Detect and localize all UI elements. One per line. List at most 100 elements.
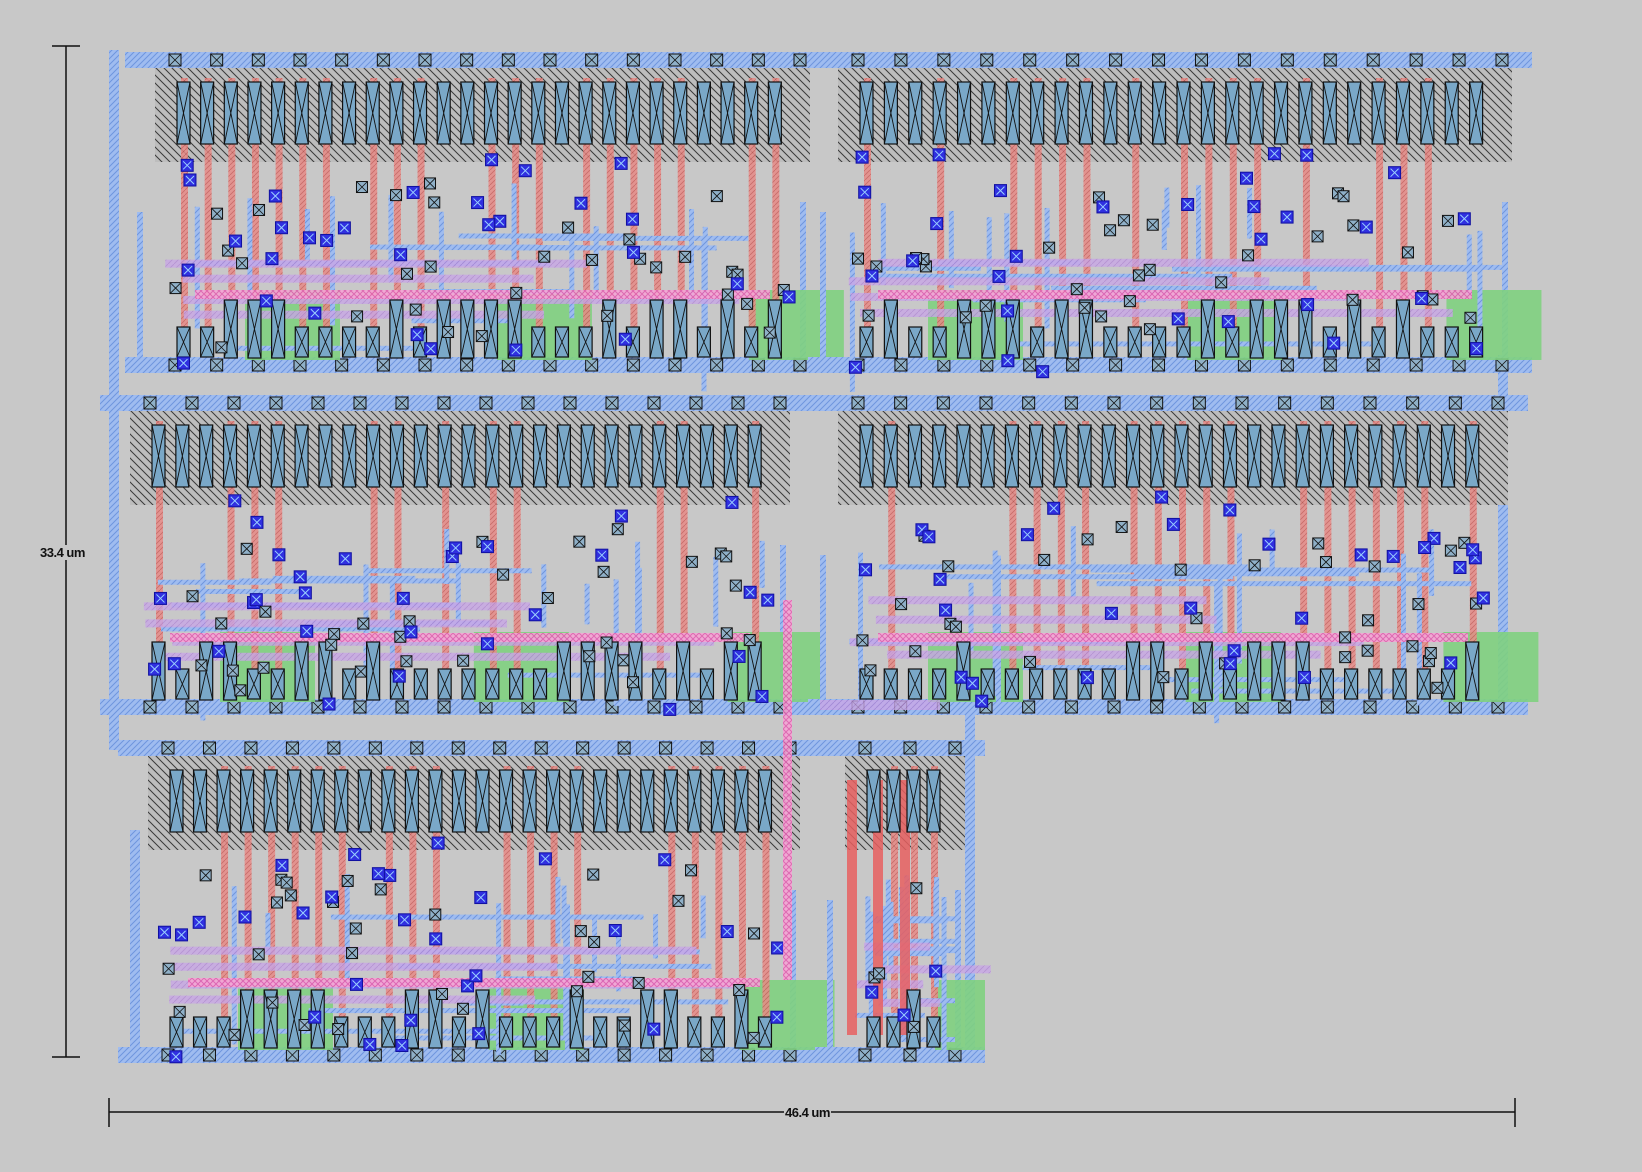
- contact: [1107, 700, 1121, 714]
- contact: [501, 358, 515, 372]
- poly-gate: [630, 78, 638, 341]
- contact: [1280, 358, 1294, 372]
- contact: [451, 741, 465, 755]
- contact: [1363, 396, 1377, 410]
- contact: [1192, 700, 1206, 714]
- transistor: [271, 299, 286, 359]
- contact: [210, 53, 224, 67]
- contact: [1278, 700, 1292, 714]
- contact: [1192, 396, 1206, 410]
- via: [1155, 490, 1169, 504]
- vdd-rail: [808, 52, 1532, 68]
- transistor: [1273, 299, 1289, 359]
- contact: [1363, 700, 1377, 714]
- contact: [1038, 553, 1051, 566]
- transistor: [1247, 641, 1262, 701]
- via: [922, 530, 936, 544]
- transistor: [1416, 424, 1431, 488]
- via: [1476, 591, 1490, 605]
- contact: [1022, 700, 1036, 714]
- metal1-wire: [1044, 207, 1050, 329]
- contact: [1078, 301, 1091, 314]
- poly-gate: [656, 421, 664, 683]
- via: [608, 924, 622, 938]
- contact: [679, 250, 692, 263]
- metal2-wire: [182, 274, 534, 283]
- contact: [1409, 358, 1423, 372]
- block-2a: [100, 395, 823, 721]
- transistor: [1319, 424, 1334, 488]
- vdd-rail: [808, 395, 1528, 411]
- transistor: [461, 424, 476, 488]
- contact: [327, 1048, 341, 1062]
- transistor: [710, 1016, 725, 1048]
- transistor: [1395, 299, 1411, 359]
- contact: [864, 664, 877, 677]
- contact: [479, 700, 493, 714]
- contact: [937, 358, 951, 372]
- contact: [611, 523, 624, 536]
- contact: [1024, 655, 1037, 668]
- metal1-wire: [933, 886, 939, 972]
- transistor: [240, 989, 255, 1049]
- transistor: [687, 1016, 702, 1048]
- poly-gate: [1132, 78, 1140, 341]
- via: [472, 1027, 486, 1041]
- contact: [1242, 249, 1255, 262]
- via: [474, 891, 488, 905]
- via: [348, 848, 362, 862]
- via: [395, 1038, 409, 1052]
- contact: [632, 976, 645, 989]
- poly-strap: [873, 780, 883, 1035]
- via: [181, 263, 195, 277]
- contact: [185, 396, 199, 410]
- transistor: [413, 668, 428, 700]
- via: [485, 153, 499, 167]
- via: [730, 277, 744, 291]
- metal2-wire: [143, 602, 530, 611]
- via: [1444, 656, 1458, 670]
- transistor: [216, 1016, 231, 1048]
- metal1-wire: [700, 895, 706, 939]
- transistor: [1249, 299, 1264, 359]
- contact: [497, 568, 510, 581]
- transistor: [1249, 81, 1264, 145]
- via: [865, 269, 879, 283]
- metal1-wire: [308, 1008, 630, 1014]
- contact: [479, 396, 493, 410]
- transistor: [1319, 668, 1334, 700]
- contact: [1043, 241, 1056, 254]
- transistor: [175, 424, 190, 488]
- metal1-wire: [265, 912, 271, 955]
- contact: [1406, 396, 1420, 410]
- via: [1295, 611, 1309, 625]
- via: [337, 221, 351, 235]
- transistor: [341, 326, 357, 358]
- metal2-wire: [169, 995, 536, 1004]
- transistor: [460, 81, 475, 145]
- via: [614, 509, 628, 523]
- via: [858, 185, 872, 199]
- via: [1388, 166, 1402, 180]
- contact: [271, 896, 284, 909]
- transistor: [859, 81, 874, 145]
- contact: [293, 53, 307, 67]
- metal2-wire: [887, 650, 1321, 659]
- poly-gate: [370, 421, 378, 683]
- contact: [741, 297, 754, 310]
- via: [614, 156, 628, 170]
- transistor: [926, 769, 941, 833]
- poly-gate: [221, 766, 229, 1031]
- transistor: [652, 668, 667, 700]
- transistor: [1127, 81, 1142, 145]
- contact: [543, 53, 557, 67]
- poly-gate: [394, 421, 402, 683]
- transistor: [556, 641, 571, 701]
- via: [1254, 232, 1268, 246]
- metal1-wire: [1022, 665, 1160, 671]
- transistor: [1054, 299, 1069, 359]
- contact: [251, 53, 265, 67]
- via: [303, 231, 317, 245]
- contact: [534, 741, 548, 755]
- transistor: [342, 424, 357, 488]
